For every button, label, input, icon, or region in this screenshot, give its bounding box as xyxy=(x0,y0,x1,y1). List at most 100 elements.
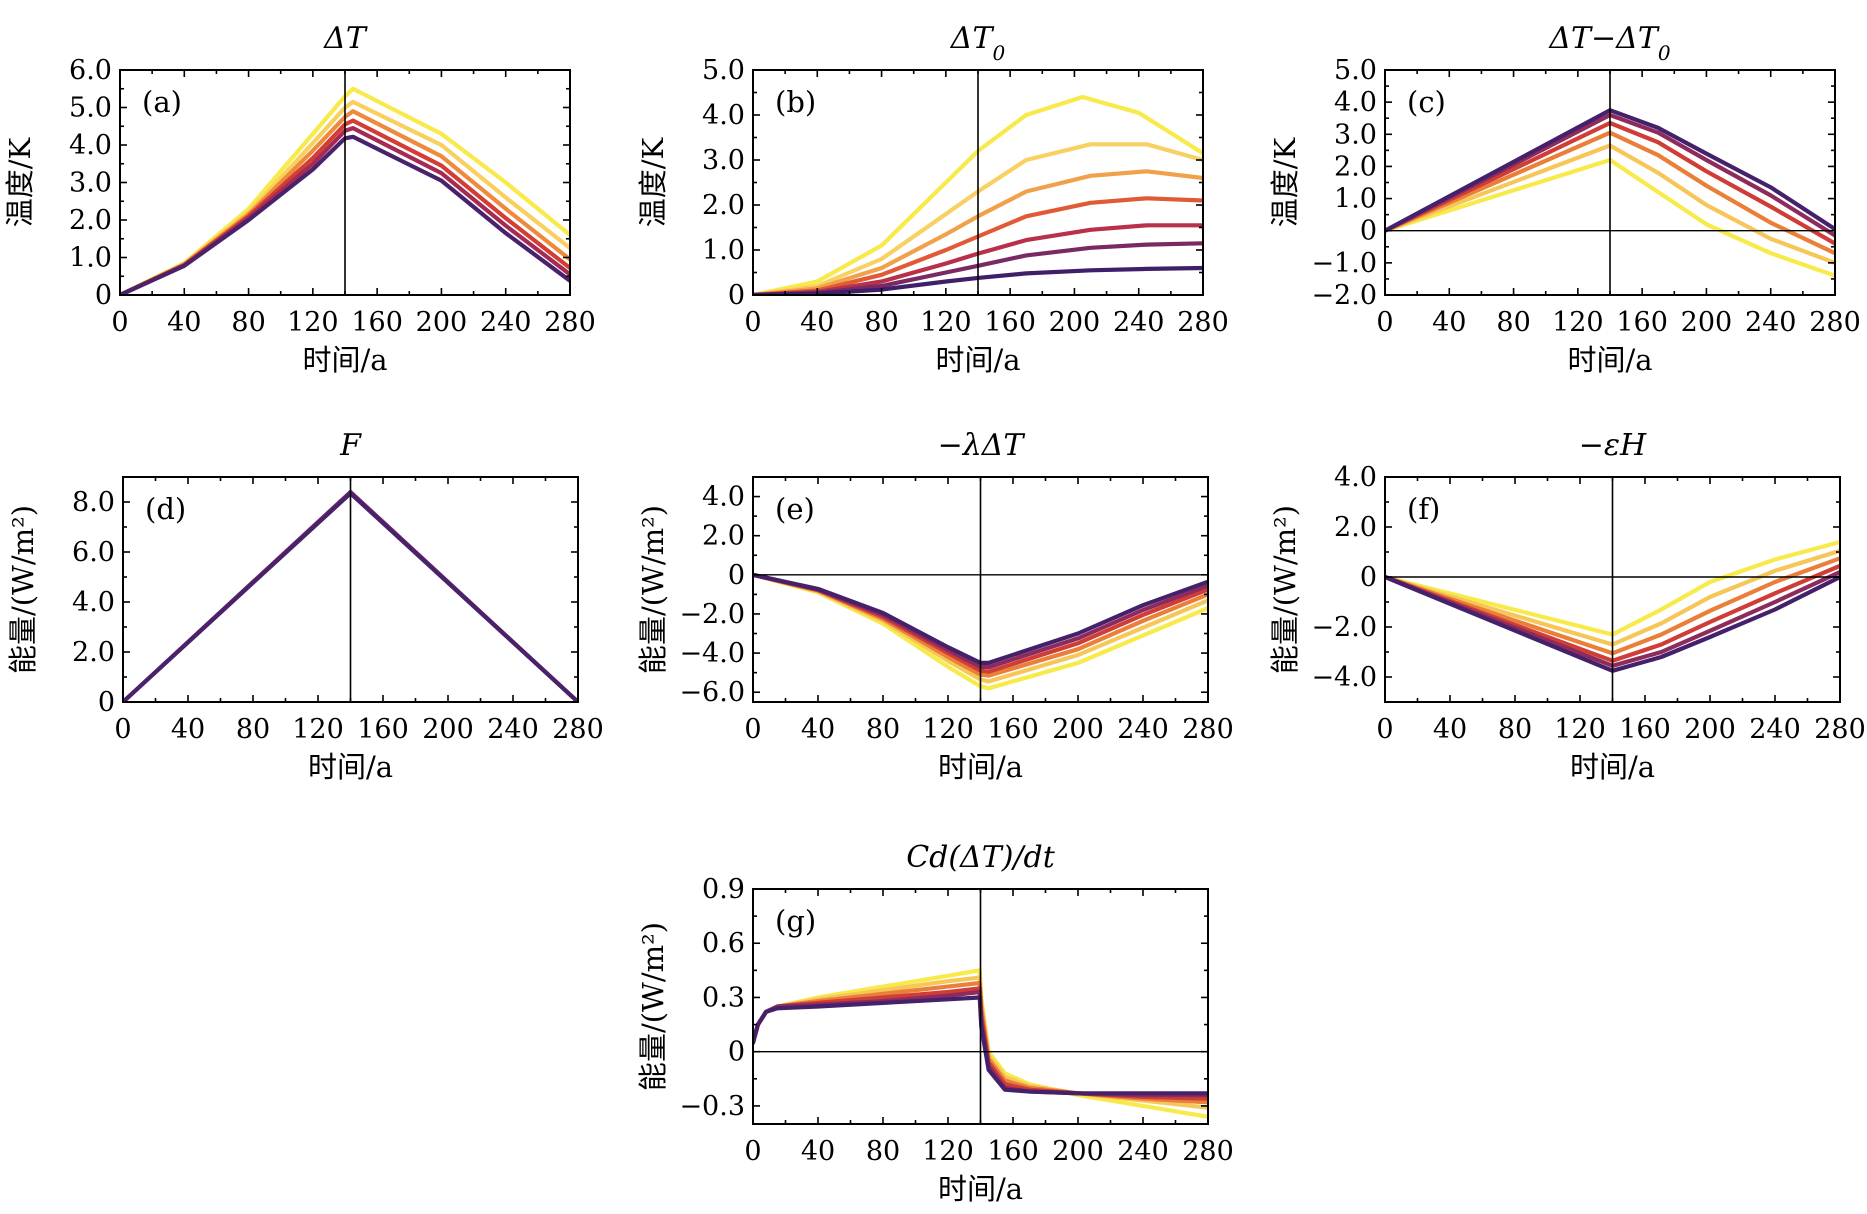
x-tick-label: 120 xyxy=(292,714,344,745)
series-line-c-5 xyxy=(1385,108,1835,233)
y-axis-label: 能量/(W/m²) xyxy=(636,922,670,1091)
x-tick-label: 240 xyxy=(1113,307,1165,338)
x-tick-label: 40 xyxy=(801,714,835,745)
x-tick-label: 200 xyxy=(1681,307,1733,338)
y-tick-label: 5.0 xyxy=(69,93,112,124)
y-tick-label: 0.6 xyxy=(702,928,745,959)
y-tick-label: 4.0 xyxy=(702,100,745,131)
panel-c: 0 40 80 120 160 200 240 280−2.0−1.001.02.03.04.… xyxy=(1268,21,1861,377)
y-tick-label: 0.9 xyxy=(702,874,745,905)
y-tick-label: 0 xyxy=(728,280,745,311)
series-line-c-4 xyxy=(1385,112,1835,238)
x-tick-label: 40 xyxy=(1433,714,1467,745)
panel-f: 0 40 80 120 160 200 240 280 −4.0 −2.0 0 2.0 4.0 (f) −ε… xyxy=(1268,428,1866,784)
x-tick-label: 280 xyxy=(1814,714,1866,745)
x-tick-label: 280 xyxy=(1182,1136,1234,1167)
x-axis-label: 时间/a xyxy=(302,343,387,377)
y-tick-label: 2.0 xyxy=(72,637,115,668)
panel-label: (a) xyxy=(142,85,182,119)
x-tick-label: 200 xyxy=(422,714,474,745)
y-tick-label: 1.0 xyxy=(1334,184,1377,215)
y-tick-label: −2.0 xyxy=(1311,280,1377,311)
series-line-c-3 xyxy=(1385,120,1835,246)
x-axis-label: 时间/a xyxy=(1567,343,1652,377)
panel-label: (c) xyxy=(1407,85,1446,119)
y-tick-label: 0 xyxy=(728,560,745,591)
y-tick-label: 0 xyxy=(1360,562,1377,593)
x-tick-label: 40 xyxy=(1432,307,1466,338)
y-tick-label: 4.0 xyxy=(1334,462,1377,493)
y-tick-label: 6.0 xyxy=(69,55,112,86)
x-tick-label: 160 xyxy=(351,307,403,338)
y-axis-label: 温度/K xyxy=(1268,136,1302,227)
x-tick-label: 80 xyxy=(231,307,265,338)
y-tick-label: 4.0 xyxy=(69,130,112,161)
x-tick-label: 160 xyxy=(984,307,1036,338)
y-tick-label: 2.0 xyxy=(1334,512,1377,543)
x-tick-label: 240 xyxy=(1745,307,1797,338)
x-tick-label: 120 xyxy=(922,1136,974,1167)
y-axis-label: 能量/(W/m²) xyxy=(6,505,40,674)
series-line-f-4 xyxy=(1385,569,1840,668)
x-axis-label: 时间/a xyxy=(938,1172,1023,1206)
y-axis-label: 能量/(W/m²) xyxy=(1268,505,1302,674)
x-tick-label: 80 xyxy=(866,1136,900,1167)
x-tick-label: 0 xyxy=(744,1136,761,1167)
y-tick-label: 5.0 xyxy=(1334,55,1377,86)
x-tick-label: 40 xyxy=(800,307,834,338)
x-tick-label: 240 xyxy=(480,307,532,338)
panel-title: ΔT xyxy=(323,21,368,56)
y-tick-label: 6.0 xyxy=(72,537,115,568)
y-tick-label: −1.0 xyxy=(1311,248,1377,279)
x-tick-label: 280 xyxy=(552,714,604,745)
x-axis-label: 时间/a xyxy=(935,343,1020,377)
x-tick-label: 280 xyxy=(544,307,596,338)
y-tick-label: −4.0 xyxy=(1311,662,1377,693)
x-tick-label: 160 xyxy=(987,714,1039,745)
x-tick-label: 240 xyxy=(487,714,539,745)
x-tick-label: 40 xyxy=(167,307,201,338)
y-tick-label: 4.0 xyxy=(1334,87,1377,118)
series-line-c-1 xyxy=(1385,143,1835,265)
x-tick-label: 120 xyxy=(287,307,339,338)
x-axis-label: 时间/a xyxy=(308,750,393,784)
series-line-c-2 xyxy=(1385,130,1835,256)
panel-label: (g) xyxy=(775,904,816,938)
y-tick-label: −2.0 xyxy=(1311,612,1377,643)
x-tick-label: 0 xyxy=(1376,307,1393,338)
panel-a: 0 40 80 120 160 200 240 280 0 1.0 2.0 3.0 4.0 5.0 6.0 (… xyxy=(3,21,596,377)
x-tick-label: 160 xyxy=(357,714,409,745)
x-tick-label: 240 xyxy=(1117,1136,1169,1167)
panel-title: F xyxy=(339,428,362,463)
x-tick-label: 80 xyxy=(236,714,270,745)
y-tick-label: 3.0 xyxy=(1334,119,1377,150)
x-tick-label: 200 xyxy=(1052,1136,1104,1167)
x-tick-label: 80 xyxy=(1498,714,1532,745)
x-tick-label: 160 xyxy=(1616,307,1668,338)
panel-title: −εH xyxy=(1579,428,1647,463)
y-tick-label: −0.3 xyxy=(679,1091,745,1122)
x-tick-label: 120 xyxy=(920,307,972,338)
y-tick-label: 0.3 xyxy=(702,982,745,1013)
x-tick-label: 160 xyxy=(1619,714,1671,745)
x-axis-label: 时间/a xyxy=(938,750,1023,784)
x-tick-label: 0 xyxy=(111,307,128,338)
x-tick-label: 0 xyxy=(744,714,761,745)
panel-d: 0 40 80 120 160 200 240 280 0 2.0 4.0 6.0 8.0 (d) F 时间/… xyxy=(6,428,604,784)
x-axis-label: 时间/a xyxy=(1570,750,1655,784)
x-tick-label: 280 xyxy=(1182,714,1234,745)
y-tick-label: −2.0 xyxy=(679,599,745,630)
y-axis-label: 温度/K xyxy=(3,136,37,227)
panel-title: ΔT0 xyxy=(950,21,1006,65)
panel-title: −λΔT xyxy=(938,428,1026,463)
y-tick-label: 2.0 xyxy=(702,521,745,552)
panel-title: ΔT−ΔT0 xyxy=(1548,21,1671,65)
x-tick-label: 120 xyxy=(1554,714,1606,745)
y-tick-label: 1.0 xyxy=(702,235,745,266)
panel-label: (e) xyxy=(775,492,815,526)
x-tick-label: 160 xyxy=(987,1136,1039,1167)
series-line-c-0 xyxy=(1385,157,1835,278)
y-tick-label: 0 xyxy=(728,1037,745,1068)
y-tick-label: 0 xyxy=(98,687,115,718)
x-tick-label: 120 xyxy=(1552,307,1604,338)
